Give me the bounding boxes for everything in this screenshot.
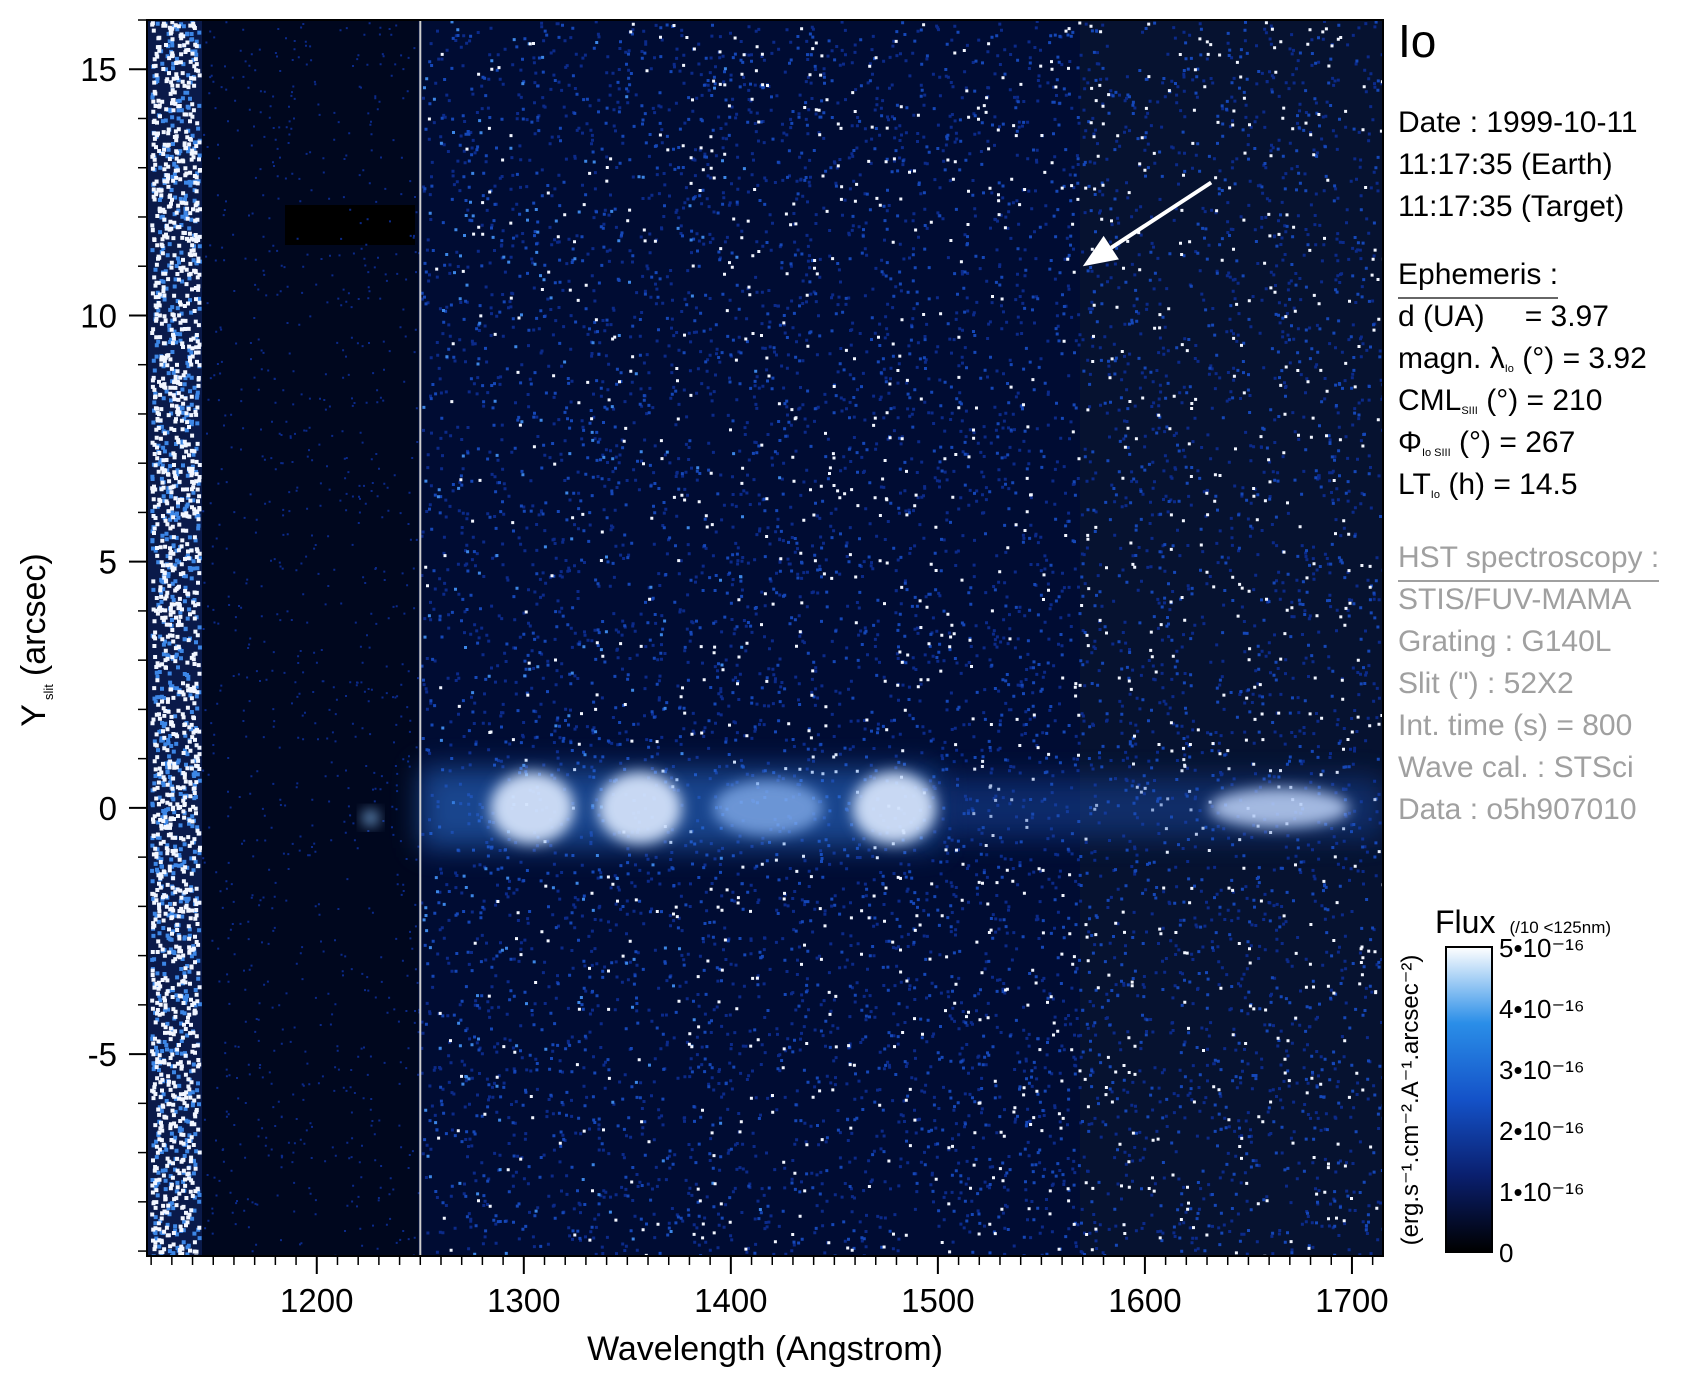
noise-dots-a — [202, 20, 1383, 1256]
noise-dots-b — [420, 20, 1383, 1256]
colorbar-gradient — [1445, 946, 1493, 1253]
hst-slit: Slit (") : 52X2 — [1398, 667, 1574, 700]
bright-feature-2 — [852, 771, 937, 844]
y-axis-label: Yslit (arcsec) — [15, 553, 56, 726]
colorbar-title: Flux (/10 <125nm) — [1435, 904, 1612, 940]
dark-square — [285, 205, 415, 245]
y-label-unit: (arcsec) — [15, 553, 53, 676]
x-axis-label: Wavelength (Angstrom) — [587, 1330, 943, 1368]
x-tick-label: 1300 — [487, 1282, 560, 1319]
colorbar-ticks: 5•10⁻¹⁶ 4•10⁻¹⁶ 3•10⁻¹⁶ 2•10⁻¹⁶ 1•10⁻¹⁶ 0 — [1499, 933, 1585, 1268]
colorbar-tick-label: 0 — [1499, 1238, 1513, 1268]
date-line: Date : 1999-10-11 — [1398, 106, 1638, 139]
right-noise-region — [1080, 20, 1383, 1256]
x-tick-label: 1700 — [1315, 1282, 1388, 1319]
svg-text:Yslit(arcsec): Yslit (arcsec) — [15, 553, 56, 726]
colorbar-tick-label: 4•10⁻¹⁶ — [1499, 994, 1585, 1024]
bright-feature-mid — [713, 779, 824, 836]
colorbar-tick-label: 1•10⁻¹⁶ — [1499, 1177, 1585, 1207]
colorbar-tick-label: 2•10⁻¹⁶ — [1499, 1116, 1585, 1146]
hst-int-time: Int. time (s) = 800 — [1398, 709, 1633, 742]
colorbar-tick-label: 5•10⁻¹⁶ — [1499, 933, 1585, 963]
ephemeris-lt: LTIo (h) = 14.5 — [1398, 468, 1578, 501]
y-label-sub: slit — [41, 684, 56, 700]
hst-data-id: Data : o5h907010 — [1398, 793, 1637, 826]
y-tick-label: 10 — [80, 297, 117, 334]
x-tick-label: 1600 — [1108, 1282, 1181, 1319]
x-tick-label: 1200 — [280, 1282, 353, 1319]
plot-frame — [146, 19, 1384, 1257]
bright-feature-0 — [490, 771, 575, 844]
ephemeris-cml: CMLSIII (°) = 210 — [1398, 384, 1603, 417]
emission-features — [363, 767, 1383, 848]
y-tick-label: -5 — [88, 1036, 117, 1073]
target-name: Io — [1398, 15, 1437, 67]
hst-wave-cal: Wave cal. : STSci — [1398, 751, 1634, 784]
lyman-alpha-spot — [363, 810, 378, 825]
spectral-image — [147, 20, 1383, 1256]
colorbar: 5•10⁻¹⁶ 4•10⁻¹⁶ 3•10⁻¹⁶ 2•10⁻¹⁶ 1•10⁻¹⁶ 0 (er… — [1397, 933, 1585, 1268]
bright-feature-right — [1209, 787, 1350, 828]
ephemeris-distance: d (UA) = 3.97 — [1398, 300, 1609, 333]
bright-feature-1 — [597, 771, 682, 844]
observation-info: Date : 1999-10-11 11:17:35 (Earth) 11:17… — [1398, 102, 1638, 228]
x-tick-label: 1500 — [901, 1282, 974, 1319]
noise-dots — [150, 20, 1383, 1256]
y-label-main: Y — [15, 704, 53, 727]
ephemeris-title: Ephemeris : — [1398, 254, 1559, 299]
ephemeris-magn: magn. λIo (°) = 3.92 — [1398, 342, 1647, 375]
colorbar-unit-label: (erg.s⁻¹.cm⁻².A⁻¹.arcsec⁻²) — [1397, 955, 1424, 1246]
colorbar-tick-label: 3•10⁻¹⁶ — [1499, 1055, 1585, 1085]
colorbar-note: (/10 <125nm) — [1509, 918, 1612, 937]
y-tick-label: 0 — [99, 790, 117, 827]
arrow-annotation — [1082, 180, 1213, 267]
hst-instrument: STIS/FUV-MAMA — [1398, 583, 1632, 616]
y-axis: -5 0 5 10 15 — [80, 19, 147, 1252]
x-axis: 1200 1300 1400 1500 1600 1700 — [150, 1256, 1389, 1319]
ephemeris-phi: ΦIo SIII (°) = 267 — [1398, 426, 1576, 459]
hst-title: HST spectroscopy : — [1398, 537, 1660, 582]
x-tick-label: 1400 — [694, 1282, 767, 1319]
y-tick-label: 5 — [99, 544, 117, 581]
target-time: 11:17:35 (Target) — [1398, 190, 1625, 223]
hst-info: HST spectroscopy : STIS/FUV-MAMA Grating… — [1398, 537, 1660, 831]
hst-grating: Grating : G140L — [1398, 625, 1612, 658]
ephemeris-info: Ephemeris : d (UA) = 3.97 magn. λIo (°) =… — [1398, 254, 1647, 506]
earth-time: 11:17:35 (Earth) — [1398, 148, 1613, 181]
y-tick-label: 15 — [80, 51, 117, 88]
